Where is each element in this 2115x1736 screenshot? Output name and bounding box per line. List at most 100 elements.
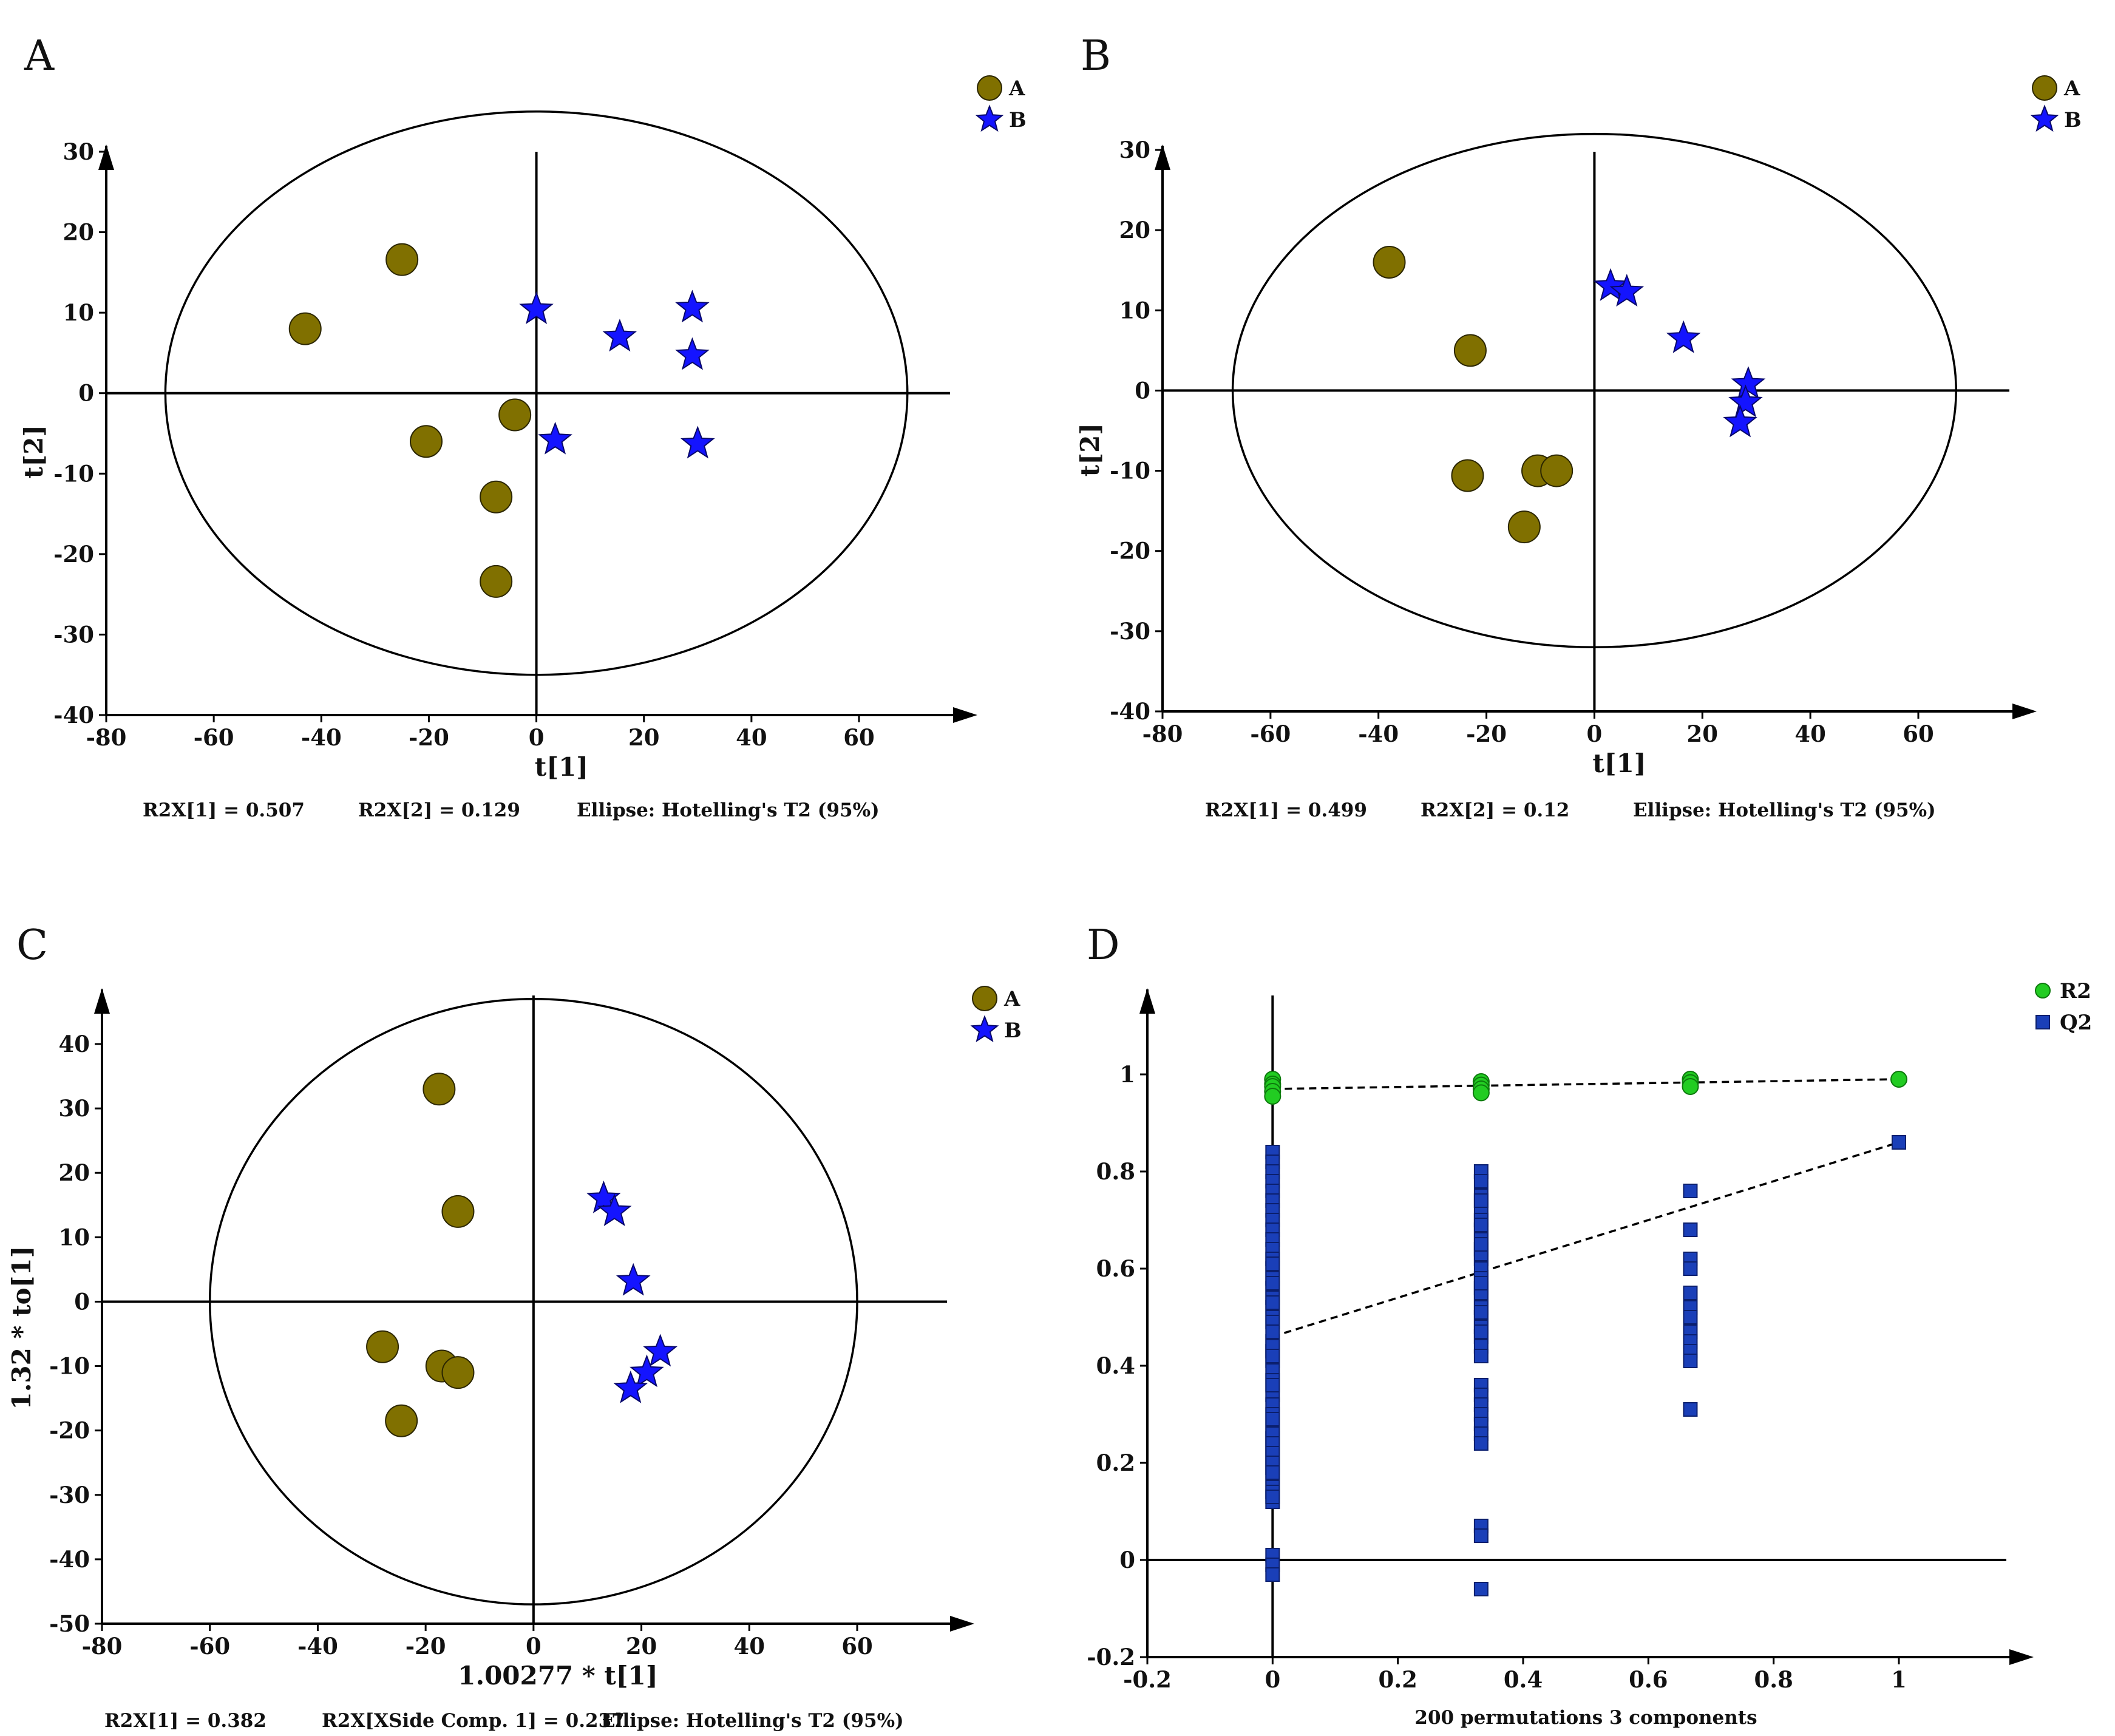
x-tick-label: -60	[194, 724, 234, 751]
data-point-b	[1609, 274, 1645, 307]
panel-letter: B	[1081, 32, 1111, 80]
x-axis-arrow-icon	[2009, 1649, 2034, 1665]
data-point-q2	[1473, 1174, 1489, 1188]
data-point-q2	[1265, 1256, 1280, 1271]
legend-label: B	[2064, 108, 2082, 132]
data-point-r2	[1264, 1088, 1282, 1105]
data-point-b	[630, 1354, 664, 1388]
data-point-b	[675, 337, 710, 370]
data-point-b	[1731, 366, 1766, 399]
y-tick-label: 1	[1119, 1061, 1135, 1088]
legend-label: Q2	[2060, 1011, 2092, 1035]
data-point-q2	[1473, 1276, 1489, 1290]
y-tick-label: -10	[53, 460, 94, 487]
data-point-a	[423, 1073, 456, 1106]
data-point-q2	[1265, 1567, 1280, 1582]
data-point-a	[441, 1356, 475, 1389]
legend-star-icon	[2030, 104, 2059, 132]
data-point-a	[1507, 510, 1541, 544]
model-stat-text: Ellipse: Hotelling's T2 (95%)	[1633, 799, 1936, 821]
y-axis-arrow-icon	[1139, 988, 1155, 1014]
data-point-q2	[1473, 1305, 1489, 1320]
panel-b: B -80 -60 -40 -20 0 20 40 60 -40 -30 -20 -10 0 10 20 30 t…	[1075, 32, 2082, 821]
data-point-q2	[1265, 1349, 1280, 1363]
data-point-q2	[1473, 1436, 1489, 1451]
x-tick-label: 0.2	[1378, 1666, 1417, 1693]
panel-a: A -80 -60 -40 -20 0 20 40 60 -40 -30 -20 -10 0 10 20 30 t…	[19, 32, 1027, 821]
data-point-q2	[1683, 1310, 1698, 1324]
y-tick-label: -30	[53, 621, 94, 648]
data-point-b	[1728, 384, 1763, 418]
x-tick-label: 0.8	[1754, 1666, 1793, 1693]
data-point-a	[441, 1195, 475, 1228]
data-point-q2	[1683, 1222, 1698, 1237]
y-tick-label: 30	[1119, 137, 1151, 163]
model-stat-text: R2X[1] = 0.499	[1205, 799, 1367, 821]
y-tick-label: 40	[59, 1031, 90, 1057]
chart-layer: A-80 -60 -40 -20 0 20 40 60-40-30-20-100102030t…	[7, 32, 2092, 1732]
legend-star-icon	[970, 1015, 999, 1043]
y-tick-label: 30	[63, 138, 95, 165]
y-tick-label: -30	[1110, 618, 1150, 645]
data-point-q2	[1265, 1490, 1280, 1504]
data-point-b	[643, 1334, 677, 1367]
data-point-a	[480, 480, 513, 514]
y-tick-label: 0.4	[1096, 1352, 1135, 1379]
y-axis-arrow-icon	[94, 988, 110, 1014]
data-point-a	[498, 398, 532, 432]
x-tick-label: -0.2	[1123, 1666, 1172, 1693]
x-tick-label: 0	[1587, 721, 1603, 747]
x-tick-label: 20	[626, 1633, 657, 1660]
data-point-q2	[1892, 1135, 1906, 1150]
y-axis-arrow-icon	[1155, 144, 1170, 170]
data-point-q2	[1683, 1354, 1698, 1368]
data-point-b	[1666, 320, 1701, 353]
legend-label: B	[1004, 1019, 1022, 1043]
legend-circle-icon	[2032, 75, 2057, 101]
data-point-b	[519, 291, 554, 324]
hotelling-ellipse	[1231, 132, 1957, 649]
data-point-q2	[1473, 1349, 1489, 1363]
data-point-a	[1451, 459, 1484, 492]
y-tick-label: 0	[1119, 1547, 1135, 1573]
x-axis-title: t[1]	[1592, 748, 1646, 778]
data-point-q2	[1473, 1237, 1489, 1252]
data-point-a	[410, 425, 443, 458]
y-tick-label: 0.6	[1096, 1255, 1135, 1282]
legend-label: A	[2063, 76, 2080, 101]
y-tick-label: 20	[63, 219, 95, 246]
x-tick-label: 1	[1891, 1666, 1907, 1693]
data-point-q2	[1683, 1184, 1698, 1198]
data-point-q2	[1265, 1465, 1280, 1480]
y-tick-label: 10	[59, 1224, 90, 1250]
y-tick-label: -20	[49, 1417, 90, 1444]
x-tick-label: -80	[1142, 721, 1183, 747]
x-axis-arrow-icon	[950, 1616, 974, 1632]
hotelling-ellipse	[208, 997, 858, 1605]
data-point-a	[480, 565, 513, 598]
x-tick-label: 0.6	[1629, 1666, 1668, 1693]
y-tick-label: -0.2	[1087, 1644, 1135, 1670]
y-tick-label: 20	[59, 1159, 90, 1186]
data-point-a	[1540, 454, 1574, 487]
y-tick-label: -30	[49, 1482, 90, 1508]
y-tick-label: -10	[1110, 458, 1150, 484]
data-point-q2	[1683, 1286, 1698, 1300]
x-tick-label: 0.4	[1504, 1666, 1543, 1693]
legend-label: B	[1009, 108, 1027, 132]
data-point-a	[385, 1404, 418, 1437]
panel-letter: A	[24, 32, 55, 80]
x-tick-label: 20	[1687, 721, 1719, 747]
regression-line-r2	[1272, 1078, 1899, 1090]
y-tick-label: 20	[1119, 217, 1151, 243]
regression-line-q2	[1272, 1141, 1899, 1338]
x-tick-label: -20	[409, 724, 449, 751]
y-tick-label: 0	[1135, 377, 1150, 404]
x-axis-title: 1.00277 * t[1]	[458, 1661, 658, 1690]
panel-d: D -0.2 0 0.2 0.4 0.6 0.8 1 -0.2 0 0.2 0.4 0.6 0.8 1 200…	[1087, 921, 2092, 1729]
y-tick-label: 0.8	[1096, 1158, 1135, 1185]
model-stat-text: R2X[2] = 0.12	[1421, 799, 1569, 821]
y-tick-label: -40	[49, 1546, 90, 1573]
y-tick-label: -50	[49, 1610, 90, 1637]
x-tick-label: 60	[1903, 721, 1934, 747]
